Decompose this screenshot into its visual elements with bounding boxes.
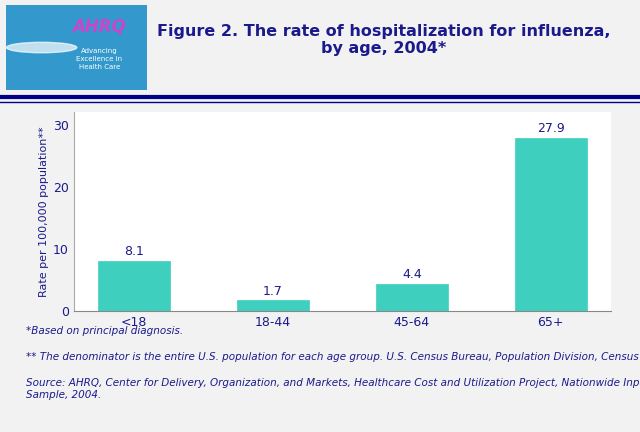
Text: ** The denominator is the entire U.S. population for each age group. U.S. Census: ** The denominator is the entire U.S. po… [26,352,640,362]
FancyBboxPatch shape [6,5,147,90]
Bar [98,261,170,311]
Text: Source: AHRQ, Center for Delivery, Organization, and Markets, Healthcare Cost an: Source: AHRQ, Center for Delivery, Organ… [26,378,640,400]
Text: AHRQ: AHRQ [72,18,126,35]
Text: 8.1: 8.1 [124,245,144,258]
Bar [376,284,448,311]
Bar [515,138,587,311]
Text: 4.4: 4.4 [402,268,422,281]
Text: Figure 2. The rate of hospitalization for influenza,
by age, 2004*: Figure 2. The rate of hospitalization fo… [157,24,611,56]
Bar [237,301,309,311]
Circle shape [6,42,77,53]
Text: 27.9: 27.9 [537,122,564,135]
Text: *Based on principal diagnosis.: *Based on principal diagnosis. [26,326,183,336]
Text: 1.7: 1.7 [263,285,283,298]
Text: Advancing
Excellence in
Health Care: Advancing Excellence in Health Care [76,48,122,70]
Y-axis label: Rate per 100,000 population**: Rate per 100,000 population** [38,127,49,297]
